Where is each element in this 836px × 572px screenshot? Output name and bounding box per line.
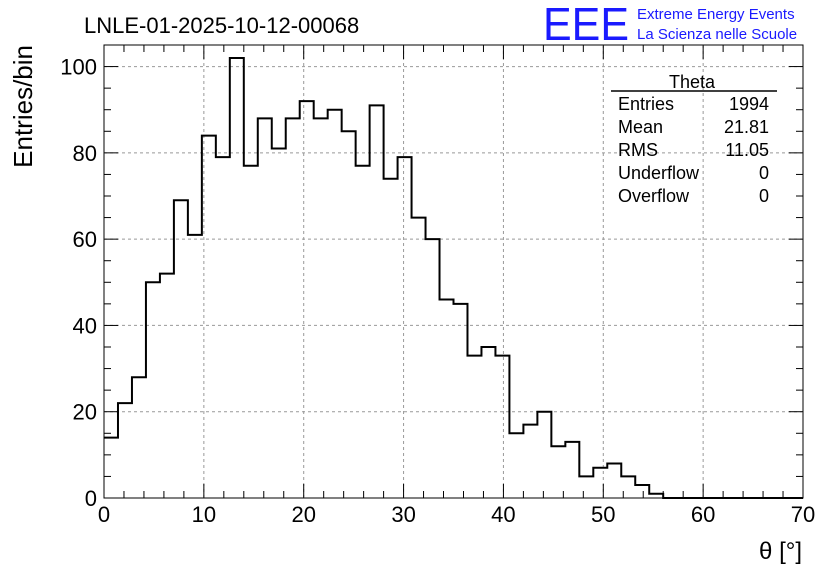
histogram-step-line xyxy=(104,56,803,499)
grid-lines xyxy=(104,45,803,498)
stats-value: 11.05 xyxy=(725,140,769,160)
x-tick-label: 0 xyxy=(98,502,110,527)
logo-line-2: La Scienza nelle Scuole xyxy=(637,26,797,43)
y-tick-label: 20 xyxy=(73,400,97,425)
stats-label: RMS xyxy=(618,140,658,160)
stats-label: Underflow xyxy=(618,163,700,183)
stats-value: 0 xyxy=(759,186,769,206)
y-tick-label: 40 xyxy=(73,313,97,338)
eee-logo-mark: EEE xyxy=(543,0,629,50)
stats-value: 1994 xyxy=(729,94,769,114)
stats-label: Entries xyxy=(618,94,674,114)
stats-title: Theta xyxy=(669,72,716,92)
x-tick-label: 50 xyxy=(591,502,615,527)
plot-frame xyxy=(103,44,804,499)
x-tick-label: 70 xyxy=(791,502,815,527)
x-tick-label: 40 xyxy=(491,502,515,527)
x-axis-label: θ [°] xyxy=(759,538,802,565)
x-tick-label: 10 xyxy=(192,502,216,527)
eee-logo: EEE Extreme Energy Events La Scienza nel… xyxy=(543,0,797,50)
stats-box: Theta Entries 1994 Mean 21.81 RMS 11.05 Underf… xyxy=(611,72,777,206)
y-tick-label: 0 xyxy=(85,486,97,511)
x-tick-label: 30 xyxy=(391,502,415,527)
stats-label: Mean xyxy=(618,117,663,137)
x-tick-label: 60 xyxy=(691,502,715,527)
stats-value: 21.81 xyxy=(724,117,769,137)
stats-value: 0 xyxy=(759,163,769,183)
y-tick-label: 60 xyxy=(73,227,97,252)
tick-labels: 0 10 20 30 40 50 60 70 0 20 40 60 80 100 xyxy=(60,55,815,527)
logo-line-1: Extreme Energy Events xyxy=(637,6,795,23)
y-tick-label: 80 xyxy=(73,141,97,166)
stats-label: Overflow xyxy=(618,186,690,206)
x-tick-label: 20 xyxy=(291,502,315,527)
axis-ticks xyxy=(103,44,804,499)
y-axis-label: Entries/bin xyxy=(8,45,38,168)
y-tick-label: 100 xyxy=(60,55,97,80)
chart-title: LNLE-01-2025-10-12-00068 xyxy=(84,13,359,38)
